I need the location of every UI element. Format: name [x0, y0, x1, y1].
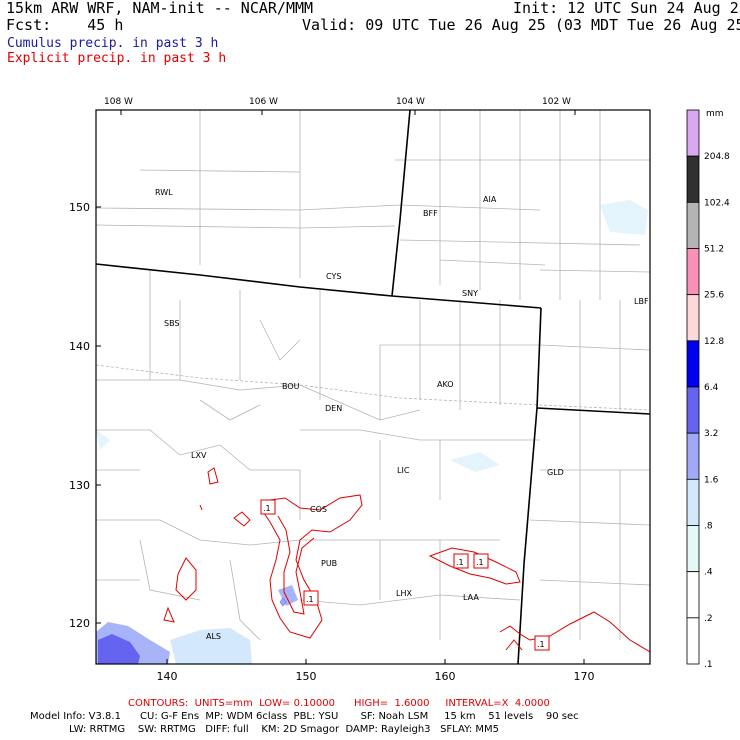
station-SNY: SNY: [462, 289, 478, 298]
station-LBF: LBF: [634, 297, 649, 306]
lon-label: 106 W: [249, 97, 278, 107]
color-bar: 204.8 102.4 51.2 25.6 12.8 6.4 3.2 1.6 .8 .4 .2 .1: [687, 110, 730, 670]
colorbar-swatch: [687, 433, 699, 479]
colorbar-label: .4: [704, 568, 713, 578]
station-AKO: AKO: [437, 380, 454, 389]
grid-x-label: 160: [435, 670, 456, 683]
colorbar-swatch: [687, 479, 699, 525]
colorbar-label: .1: [704, 660, 713, 670]
colorbar-unit: mm: [706, 109, 724, 119]
colorbar-label: 12.8: [704, 337, 724, 347]
colorbar-swatch: [687, 202, 699, 248]
colorbar-label: 6.4: [704, 383, 719, 393]
lon-label: 108 W: [104, 97, 133, 107]
station-LHX: LHX: [396, 589, 412, 598]
colorbar-swatch: [687, 156, 699, 202]
contour-label: .1: [456, 558, 464, 567]
colorbar-swatch: [687, 110, 699, 156]
colorbar-label: 1.6: [704, 475, 719, 485]
colorbar-swatch: [687, 249, 699, 295]
station-AIA: AIA: [483, 195, 497, 204]
station-ALS: ALS: [206, 632, 221, 641]
colorbar-label: 102.4: [704, 198, 730, 208]
grid-y-label: 150: [69, 201, 90, 214]
colorbar-label: .2: [704, 614, 713, 624]
contour-label: .1: [537, 640, 545, 649]
station-BFF: BFF: [423, 209, 438, 218]
grid-x-label: 150: [296, 670, 317, 683]
contour-label: .1: [476, 558, 484, 567]
colorbar-swatch: [687, 526, 699, 572]
lon-label: 102 W: [542, 97, 571, 107]
grid-y-label: 130: [69, 479, 90, 492]
grid-y-label: 120: [69, 617, 90, 630]
station-COS: COS: [310, 505, 327, 514]
colorbar-label: 25.6: [704, 291, 724, 301]
station-LXV: LXV: [191, 451, 207, 460]
colorbar-swatch: [687, 295, 699, 341]
station-LIC: LIC: [397, 466, 410, 475]
colorbar-label: .8: [704, 522, 713, 532]
station-DEN: DEN: [325, 404, 342, 413]
station-CYS: CYS: [326, 272, 341, 281]
grid-x-label: 140: [157, 670, 178, 683]
lat-label-38: 38 N: [657, 609, 680, 620]
contour-label: .1: [306, 595, 314, 604]
lat-label-42: 42 N: [657, 211, 680, 222]
station-LAA: LAA: [463, 593, 479, 602]
colorbar-swatch: [687, 618, 699, 664]
station-GLD: GLD: [547, 468, 564, 477]
grid-x-label: 170: [574, 670, 595, 683]
colorbar-label: 204.8: [704, 152, 730, 162]
colorbar-label: 51.2: [704, 245, 724, 255]
lat-label-40: 40 N: [657, 409, 680, 420]
colorbar-swatch: [687, 387, 699, 433]
colorbar-swatch: [687, 572, 699, 618]
contour-info: CONTOURS: UNITS=mm LOW= 0.10000 HIGH= 1.…: [128, 698, 550, 709]
station-BOU: BOU: [282, 382, 300, 391]
station-SBS: SBS: [164, 319, 180, 328]
lon-label: 104 W: [396, 97, 425, 107]
station-PUB: PUB: [321, 559, 337, 568]
model-info-line2: LW: RRTMG SW: RRTMG DIFF: full KM: 2D Sm…: [69, 724, 499, 735]
contour-label: .1: [263, 504, 271, 513]
colorbar-label: 3.2: [704, 429, 718, 439]
grid-y-label: 140: [69, 340, 90, 353]
colorbar-swatch: [687, 341, 699, 387]
model-info-line1: Model Info: V3.8.1 CU: G-F Ens MP: WDM 6…: [30, 711, 579, 722]
station-RWL: RWL: [155, 188, 173, 197]
